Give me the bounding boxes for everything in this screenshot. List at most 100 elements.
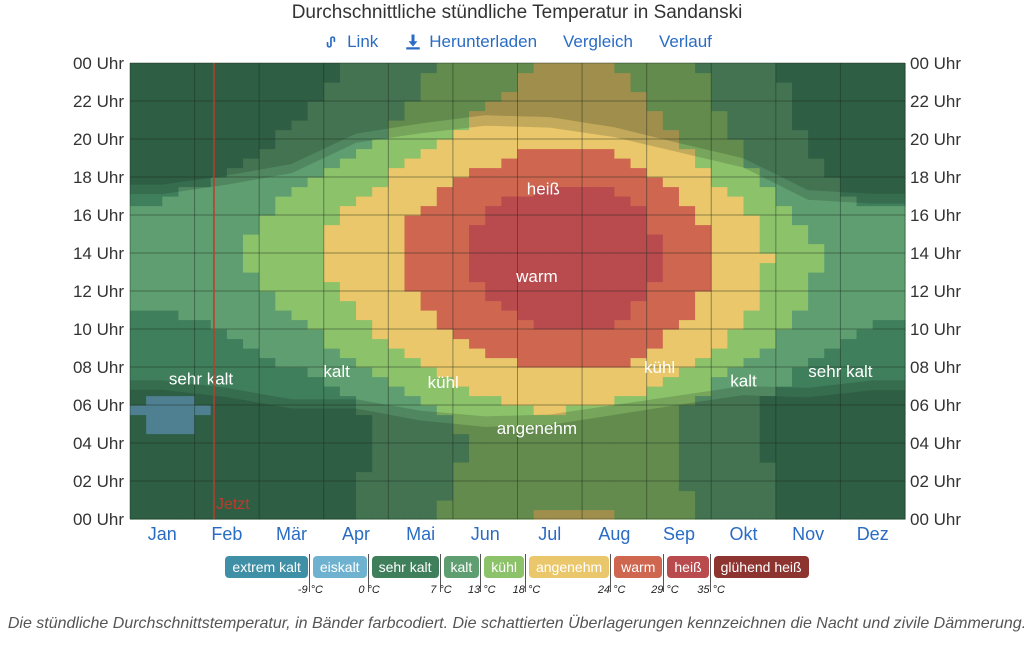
heatmap-cell [888, 186, 906, 197]
heatmap-cell [517, 196, 535, 207]
heatmap-cell [872, 262, 890, 273]
heatmap-cell [178, 91, 196, 102]
heatmap-cell [243, 452, 260, 463]
heatmap-cell [146, 262, 163, 273]
heatmap-cell [404, 186, 422, 197]
heatmap-cell [824, 310, 842, 321]
heatmap-cell [824, 462, 842, 473]
heatmap-cell [678, 386, 696, 397]
heatmap-cell [808, 205, 825, 216]
heatmap-cell [824, 281, 842, 292]
heatmap-cell [840, 319, 858, 330]
heatmap-cell [501, 481, 519, 492]
heatmap-cell [436, 395, 454, 406]
y-tick-label-right: 04 Uhr [910, 434, 961, 453]
heatmap-cell [243, 500, 260, 511]
heatmap-cell [130, 471, 147, 482]
heatmap-cell [307, 72, 325, 83]
heatmap-cell [549, 310, 567, 321]
heatmap-cell [824, 205, 842, 216]
heatmap-cell [759, 72, 777, 83]
compare-link[interactable]: Vergleich [563, 32, 633, 52]
heatmap-cell [194, 386, 212, 397]
heatmap-cell [404, 481, 422, 492]
heatmap-cell [420, 481, 438, 492]
heatmap-cell [791, 319, 809, 330]
grid [129, 62, 906, 520]
heatmap-cell [598, 82, 615, 93]
heatmap-cell [356, 338, 373, 349]
heatmap-cell [824, 120, 842, 131]
heatmap-cell [178, 101, 196, 112]
heatmap-cell [646, 253, 664, 264]
heatmap-cell [614, 234, 632, 245]
heatmap-cell [630, 253, 648, 264]
heatmap-cell [582, 91, 599, 102]
heatmap-cell [533, 452, 551, 463]
heatmap-cell [146, 433, 163, 444]
heatmap-cell [259, 500, 276, 511]
heatmap-cell [695, 196, 712, 207]
heatmap-cell [388, 186, 406, 197]
history-link[interactable]: Verlauf [659, 32, 712, 52]
heatmap-cell [372, 91, 389, 102]
heatmap-cell [372, 481, 389, 492]
heatmap-cell [178, 490, 196, 501]
heatmap-cell [582, 148, 599, 159]
heatmap-cell [678, 395, 696, 406]
download-button[interactable]: Herunterladen [404, 32, 537, 52]
heatmap-cell [517, 490, 535, 501]
heatmap-cell [162, 177, 180, 188]
heatmap-cell [565, 481, 583, 492]
heatmap-cell [775, 262, 793, 273]
heatmap-cell [791, 72, 809, 83]
heatmap-cell [210, 167, 228, 178]
heatmap-cell [533, 395, 551, 406]
heatmap-cell [452, 319, 470, 330]
heatmap-cell [323, 357, 341, 368]
heatmap-cell [517, 186, 535, 197]
heatmap-cell [646, 462, 664, 473]
heatmap-cell [824, 234, 842, 245]
x-tick-label: Nov [792, 524, 824, 544]
heatmap-cell [888, 386, 906, 397]
heatmap-cell [226, 414, 244, 425]
heatmap-cell [226, 91, 244, 102]
heatmap-cell [727, 110, 745, 121]
heatmap-cell [356, 348, 373, 359]
heatmap-cell [485, 224, 502, 235]
heatmap-cell [485, 101, 502, 112]
heatmap-cell [711, 120, 728, 131]
heatmap-cell [469, 281, 486, 292]
heatmap-cell [146, 101, 163, 112]
heatmap-cell [291, 443, 309, 454]
heatmap-cell [339, 395, 357, 406]
link-button[interactable]: Link [322, 32, 378, 52]
heatmap-cell [533, 424, 551, 435]
heatmap-cell [194, 234, 212, 245]
heatmap-cell [743, 386, 761, 397]
heatmap-cell [759, 433, 777, 444]
heatmap-cell [872, 424, 890, 435]
heatmap-cell [372, 82, 389, 93]
heatmap-cell [356, 481, 373, 492]
heatmap-cell [678, 91, 696, 102]
heatmap-cell [469, 205, 486, 216]
heatmap-cell [549, 357, 567, 368]
heatmap-cell [840, 224, 858, 235]
heatmap-cell [743, 319, 761, 330]
heatmap-cell [178, 500, 196, 511]
heatmap-cell [646, 376, 664, 387]
heatmap-cell [791, 490, 809, 501]
heatmap-cell [565, 158, 583, 169]
heatmap-cell [452, 357, 470, 368]
heatmap-cell [808, 367, 825, 378]
heatmap-cell [275, 509, 293, 520]
heatmap-cell [856, 329, 874, 340]
heatmap-cell [614, 490, 632, 501]
heatmap-cell [743, 215, 761, 226]
heatmap-cell [824, 357, 842, 368]
heatmap-cell [194, 101, 212, 112]
heatmap-cell [356, 424, 373, 435]
heatmap-cell [759, 376, 777, 387]
